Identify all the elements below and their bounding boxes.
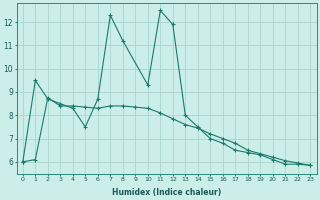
X-axis label: Humidex (Indice chaleur): Humidex (Indice chaleur)	[112, 188, 221, 197]
